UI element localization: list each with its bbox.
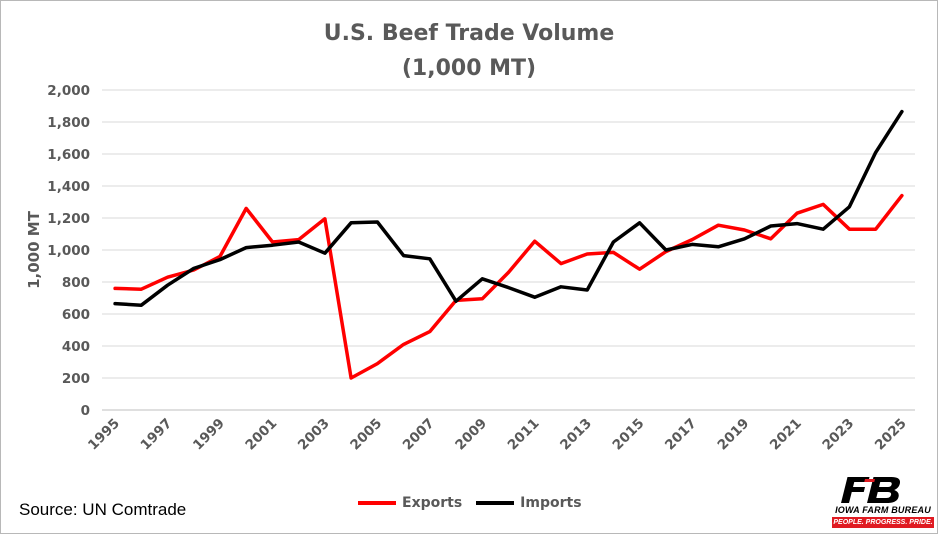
x-tick-label: 2017 (662, 416, 700, 454)
gridlines (102, 89, 915, 411)
legend-swatch-imports (476, 501, 515, 505)
x-tick-label: 2011 (505, 416, 543, 454)
legend-swatch-exports (358, 501, 396, 505)
series-line-exports (113, 193, 904, 380)
legend-label-imports: Imports (520, 495, 582, 511)
x-tick-label: 1997 (138, 416, 176, 454)
y-axis-ticks: 0 200 400 600 800 1,000 1,200 1,400 1,600 1,800 2,… (47, 83, 90, 419)
y-tick-label: 600 (62, 307, 90, 323)
legend-item-exports: Exports (358, 495, 462, 511)
x-tick-label: 2001 (242, 416, 280, 454)
logo-tagline: PEOPLE. PROGRESS. PRIDE. (832, 517, 934, 528)
x-tick-label: 2021 (767, 416, 805, 454)
y-tick-label: 1,000 (47, 243, 90, 259)
iowa-farm-bureau-logo: IOWA FARM BUREAU PEOPLE. PROGRESS. PRIDE… (830, 475, 936, 531)
y-axis-label: 1,000 MT (25, 210, 43, 289)
x-tick-label: 2005 (347, 416, 385, 454)
y-tick-label: 1,200 (47, 211, 90, 227)
y-tick-label: 1,600 (47, 147, 90, 163)
y-tick-label: 800 (62, 275, 90, 291)
legend-item-imports: Imports (476, 495, 582, 511)
series-lines (113, 109, 904, 380)
x-tick-label: 2009 (452, 416, 490, 454)
chart-legend: Exports Imports (358, 495, 596, 511)
chart-subtitle: (1,000 MT) (401, 56, 537, 81)
y-tick-label: 2,000 (47, 83, 90, 99)
y-tick-label: 1,800 (47, 115, 90, 131)
chart-title: U.S. Beef Trade Volume (323, 21, 615, 46)
source-note: Source: UN Comtrade (19, 500, 187, 519)
x-tick-label: 2025 (872, 416, 910, 454)
logo-name: IOWA FARM BUREAU (835, 505, 931, 515)
y-tick-label: 0 (81, 403, 90, 419)
y-tick-label: 1,400 (47, 179, 90, 195)
x-tick-label: 2015 (610, 416, 648, 454)
series-line-imports (113, 109, 904, 307)
x-tick-label: 1999 (190, 416, 228, 454)
y-tick-label: 200 (62, 371, 90, 387)
x-tick-label: 2023 (819, 416, 857, 454)
x-axis-ticks: 1995 1997 1999 2001 2003 2005 2007 2009 2011 2013… (85, 416, 910, 454)
x-tick-label: 2007 (400, 416, 438, 454)
x-tick-label: 2013 (557, 416, 595, 454)
fb-logo-icon (841, 477, 901, 503)
x-tick-label: 2019 (714, 416, 752, 454)
x-tick-label: 1995 (85, 416, 123, 454)
legend-label-exports: Exports (402, 495, 463, 511)
y-tick-label: 400 (62, 339, 90, 355)
x-tick-label: 2003 (295, 416, 333, 454)
